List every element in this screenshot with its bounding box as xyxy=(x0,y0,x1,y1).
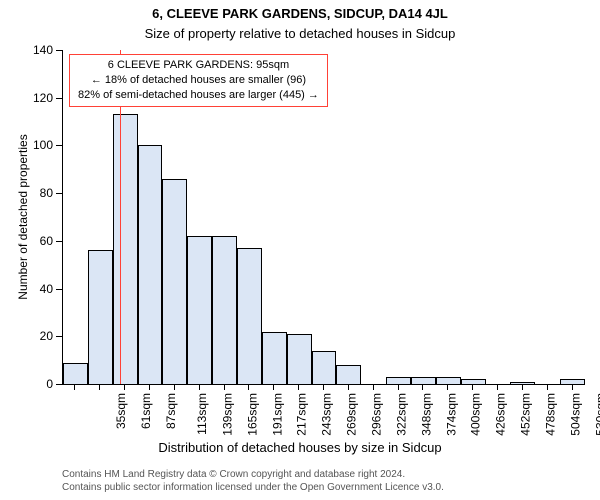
x-axis-label: Distribution of detached houses by size … xyxy=(0,440,600,455)
x-tick-label: 269sqm xyxy=(345,393,359,436)
copyright-line-1: Contains HM Land Registry data © Crown c… xyxy=(62,468,592,481)
y-tick xyxy=(56,50,62,51)
copyright-notice: Contains HM Land Registry data © Crown c… xyxy=(62,468,592,494)
histogram-bar xyxy=(63,363,88,384)
x-tick xyxy=(74,384,75,390)
x-tick-label: 426sqm xyxy=(494,393,508,436)
x-tick-label: 530sqm xyxy=(593,393,600,436)
x-tick-label: 113sqm xyxy=(195,393,209,435)
x-tick xyxy=(174,384,175,390)
histogram-bar xyxy=(287,334,312,384)
histogram-bar xyxy=(187,236,212,384)
x-tick xyxy=(323,384,324,390)
x-tick-label: 165sqm xyxy=(245,393,259,436)
x-tick-label: 478sqm xyxy=(544,393,558,436)
x-tick xyxy=(373,384,374,390)
x-tick xyxy=(472,384,473,390)
histogram-bar xyxy=(386,377,411,384)
x-tick-label: 296sqm xyxy=(370,393,384,436)
x-tick xyxy=(199,384,200,390)
histogram-bar xyxy=(312,351,337,384)
y-tick-label: 80 xyxy=(40,186,53,200)
x-tick-label: 504sqm xyxy=(569,393,583,436)
histogram-bar xyxy=(212,236,237,384)
x-tick xyxy=(273,384,274,390)
chart-title-address: 6, CLEEVE PARK GARDENS, SIDCUP, DA14 4JL xyxy=(0,6,600,21)
plot-area: 6 CLEEVE PARK GARDENS: 95sqm← 18% of det… xyxy=(62,50,585,385)
histogram-bar xyxy=(138,145,163,384)
x-tick-label: 191sqm xyxy=(270,393,284,436)
chart-container: { "titles": { "line1": "6, CLEEVE PARK G… xyxy=(0,0,600,500)
annotation-line: 6 CLEEVE PARK GARDENS: 95sqm xyxy=(78,58,319,73)
x-tick xyxy=(298,384,299,390)
y-tick xyxy=(56,289,62,290)
histogram-bar xyxy=(88,250,113,384)
y-tick xyxy=(56,241,62,242)
x-tick xyxy=(522,384,523,390)
histogram-bar xyxy=(560,379,585,384)
y-tick-label: 120 xyxy=(33,91,53,105)
x-tick xyxy=(124,384,125,390)
y-tick-label: 20 xyxy=(40,329,53,343)
y-tick-label: 40 xyxy=(40,282,53,296)
x-tick xyxy=(447,384,448,390)
histogram-bar xyxy=(510,382,535,384)
copyright-line-2: Contains public sector information licen… xyxy=(62,481,592,494)
annotation-line: 82% of semi-detached houses are larger (… xyxy=(78,88,319,103)
y-tick xyxy=(56,98,62,99)
x-tick xyxy=(348,384,349,390)
x-tick-label: 374sqm xyxy=(444,393,458,436)
x-tick-label: 61sqm xyxy=(139,393,153,429)
histogram-bar xyxy=(436,377,461,384)
x-tick xyxy=(422,384,423,390)
x-tick-label: 348sqm xyxy=(419,393,433,436)
x-tick xyxy=(149,384,150,390)
y-tick xyxy=(56,336,62,337)
histogram-bar xyxy=(336,365,361,384)
x-tick-label: 400sqm xyxy=(469,393,483,436)
x-tick xyxy=(224,384,225,390)
y-tick-label: 100 xyxy=(33,138,53,152)
x-tick-label: 452sqm xyxy=(519,393,533,436)
x-tick xyxy=(398,384,399,390)
annotation-box: 6 CLEEVE PARK GARDENS: 95sqm← 18% of det… xyxy=(69,54,328,107)
histogram-bar xyxy=(262,332,287,384)
annotation-line: ← 18% of detached houses are smaller (96… xyxy=(78,73,319,88)
x-tick-label: 217sqm xyxy=(295,393,309,436)
y-tick-label: 60 xyxy=(40,234,53,248)
y-axis-label: Number of detached properties xyxy=(16,134,30,299)
chart-subtitle: Size of property relative to detached ho… xyxy=(0,26,600,41)
x-tick xyxy=(248,384,249,390)
y-tick xyxy=(56,193,62,194)
y-tick-label: 140 xyxy=(33,43,53,57)
histogram-bar xyxy=(411,377,436,384)
histogram-bar xyxy=(237,248,262,384)
x-tick xyxy=(572,384,573,390)
x-tick-label: 139sqm xyxy=(221,393,235,436)
y-tick xyxy=(56,384,62,385)
x-tick-label: 87sqm xyxy=(164,393,178,429)
x-tick xyxy=(497,384,498,390)
x-tick-label: 322sqm xyxy=(395,393,409,436)
y-tick-label: 0 xyxy=(46,377,53,391)
x-tick-label: 243sqm xyxy=(320,393,334,436)
histogram-bar xyxy=(162,179,187,384)
x-tick-label: 35sqm xyxy=(114,393,128,429)
x-tick xyxy=(547,384,548,390)
x-tick xyxy=(99,384,100,390)
y-tick xyxy=(56,145,62,146)
histogram-bar xyxy=(113,114,138,384)
